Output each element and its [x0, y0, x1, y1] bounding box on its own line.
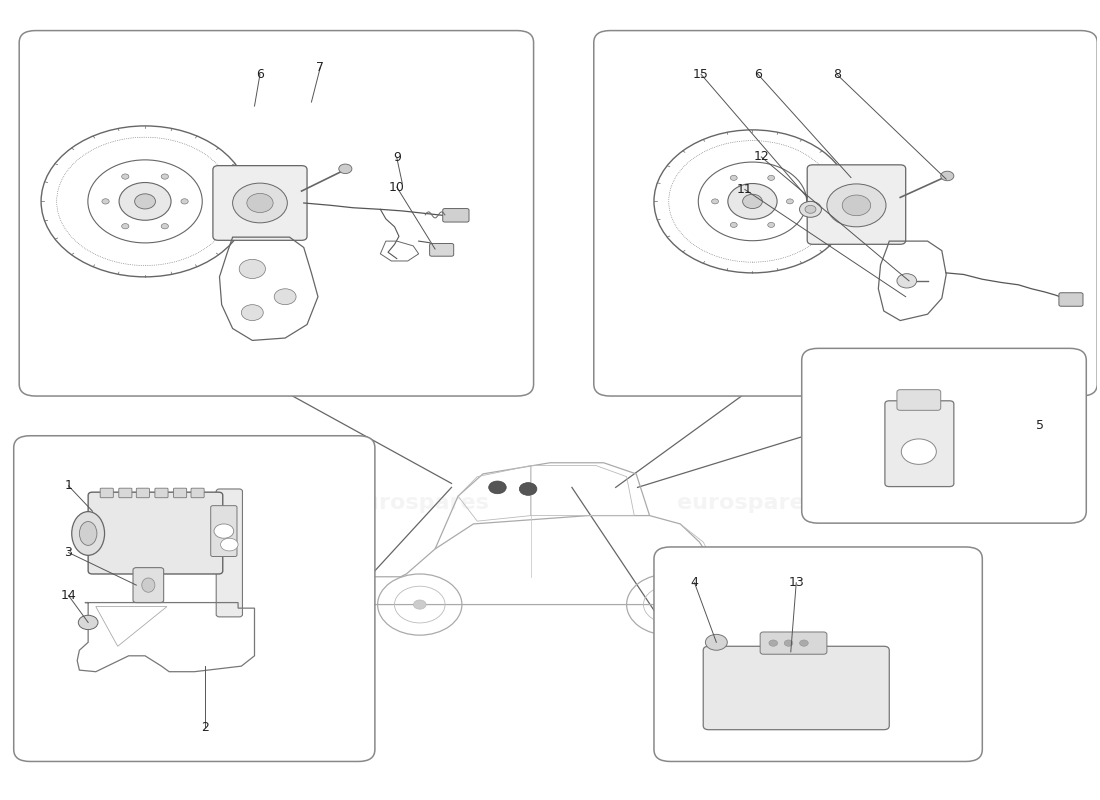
FancyBboxPatch shape	[703, 646, 889, 730]
Circle shape	[102, 198, 109, 204]
FancyBboxPatch shape	[594, 30, 1097, 396]
Ellipse shape	[72, 512, 104, 555]
Text: eurospares: eurospares	[685, 192, 808, 211]
FancyBboxPatch shape	[211, 506, 236, 557]
Text: 1: 1	[65, 479, 73, 492]
FancyBboxPatch shape	[155, 488, 168, 498]
Circle shape	[122, 223, 129, 229]
FancyBboxPatch shape	[191, 488, 205, 498]
Text: eurospares: eurospares	[204, 192, 327, 211]
Circle shape	[800, 202, 822, 218]
Ellipse shape	[142, 578, 155, 592]
FancyBboxPatch shape	[442, 209, 469, 222]
FancyBboxPatch shape	[213, 166, 307, 240]
Text: 6: 6	[754, 68, 762, 81]
FancyBboxPatch shape	[88, 492, 223, 574]
Text: 12: 12	[754, 150, 769, 163]
FancyBboxPatch shape	[13, 436, 375, 762]
Circle shape	[827, 184, 886, 227]
Text: 4: 4	[691, 576, 698, 590]
Text: 14: 14	[60, 589, 76, 602]
FancyBboxPatch shape	[807, 165, 905, 244]
Text: 8: 8	[833, 68, 840, 81]
Circle shape	[239, 259, 265, 278]
Circle shape	[339, 164, 352, 174]
Circle shape	[784, 640, 793, 646]
FancyBboxPatch shape	[136, 488, 150, 498]
FancyBboxPatch shape	[802, 348, 1087, 523]
Circle shape	[519, 482, 537, 495]
Circle shape	[274, 289, 296, 305]
Text: 10: 10	[388, 181, 405, 194]
Circle shape	[162, 223, 168, 229]
Circle shape	[221, 538, 238, 551]
Circle shape	[134, 194, 155, 209]
Text: 7: 7	[316, 62, 324, 74]
FancyBboxPatch shape	[760, 632, 827, 654]
Circle shape	[805, 206, 816, 214]
Circle shape	[662, 600, 675, 609]
Circle shape	[241, 305, 263, 321]
Circle shape	[712, 199, 718, 204]
Text: 3: 3	[65, 546, 73, 559]
Circle shape	[705, 634, 727, 650]
Text: 11: 11	[737, 183, 752, 196]
FancyBboxPatch shape	[19, 30, 534, 396]
FancyBboxPatch shape	[654, 547, 982, 762]
Circle shape	[896, 274, 916, 288]
FancyBboxPatch shape	[884, 401, 954, 486]
Text: 15: 15	[693, 68, 710, 81]
FancyBboxPatch shape	[133, 568, 164, 602]
Circle shape	[119, 182, 170, 220]
Circle shape	[800, 640, 808, 646]
Circle shape	[742, 194, 762, 209]
Circle shape	[162, 174, 168, 179]
Circle shape	[232, 183, 287, 223]
Text: eurospares: eurospares	[676, 494, 817, 514]
Circle shape	[786, 199, 793, 204]
Circle shape	[730, 222, 737, 227]
Circle shape	[414, 600, 426, 609]
Circle shape	[768, 175, 774, 180]
FancyBboxPatch shape	[430, 243, 453, 256]
FancyBboxPatch shape	[217, 489, 242, 617]
Text: 5: 5	[1036, 419, 1044, 432]
Text: eurospares: eurospares	[349, 494, 490, 514]
Circle shape	[769, 640, 778, 646]
Text: 9: 9	[393, 151, 400, 164]
Circle shape	[78, 615, 98, 630]
Text: 6: 6	[256, 68, 264, 81]
FancyBboxPatch shape	[174, 488, 187, 498]
Circle shape	[940, 171, 954, 181]
FancyBboxPatch shape	[100, 488, 113, 498]
FancyBboxPatch shape	[896, 390, 940, 410]
Circle shape	[728, 183, 777, 219]
Text: 13: 13	[789, 576, 804, 590]
Text: 2: 2	[201, 721, 209, 734]
Circle shape	[488, 481, 506, 494]
Circle shape	[180, 198, 188, 204]
Circle shape	[901, 439, 936, 464]
Circle shape	[843, 195, 871, 216]
Circle shape	[246, 194, 273, 213]
Circle shape	[730, 175, 737, 180]
FancyBboxPatch shape	[1059, 293, 1084, 306]
Circle shape	[122, 174, 129, 179]
Ellipse shape	[79, 522, 97, 546]
Circle shape	[214, 524, 233, 538]
Circle shape	[768, 222, 774, 227]
FancyBboxPatch shape	[119, 488, 132, 498]
